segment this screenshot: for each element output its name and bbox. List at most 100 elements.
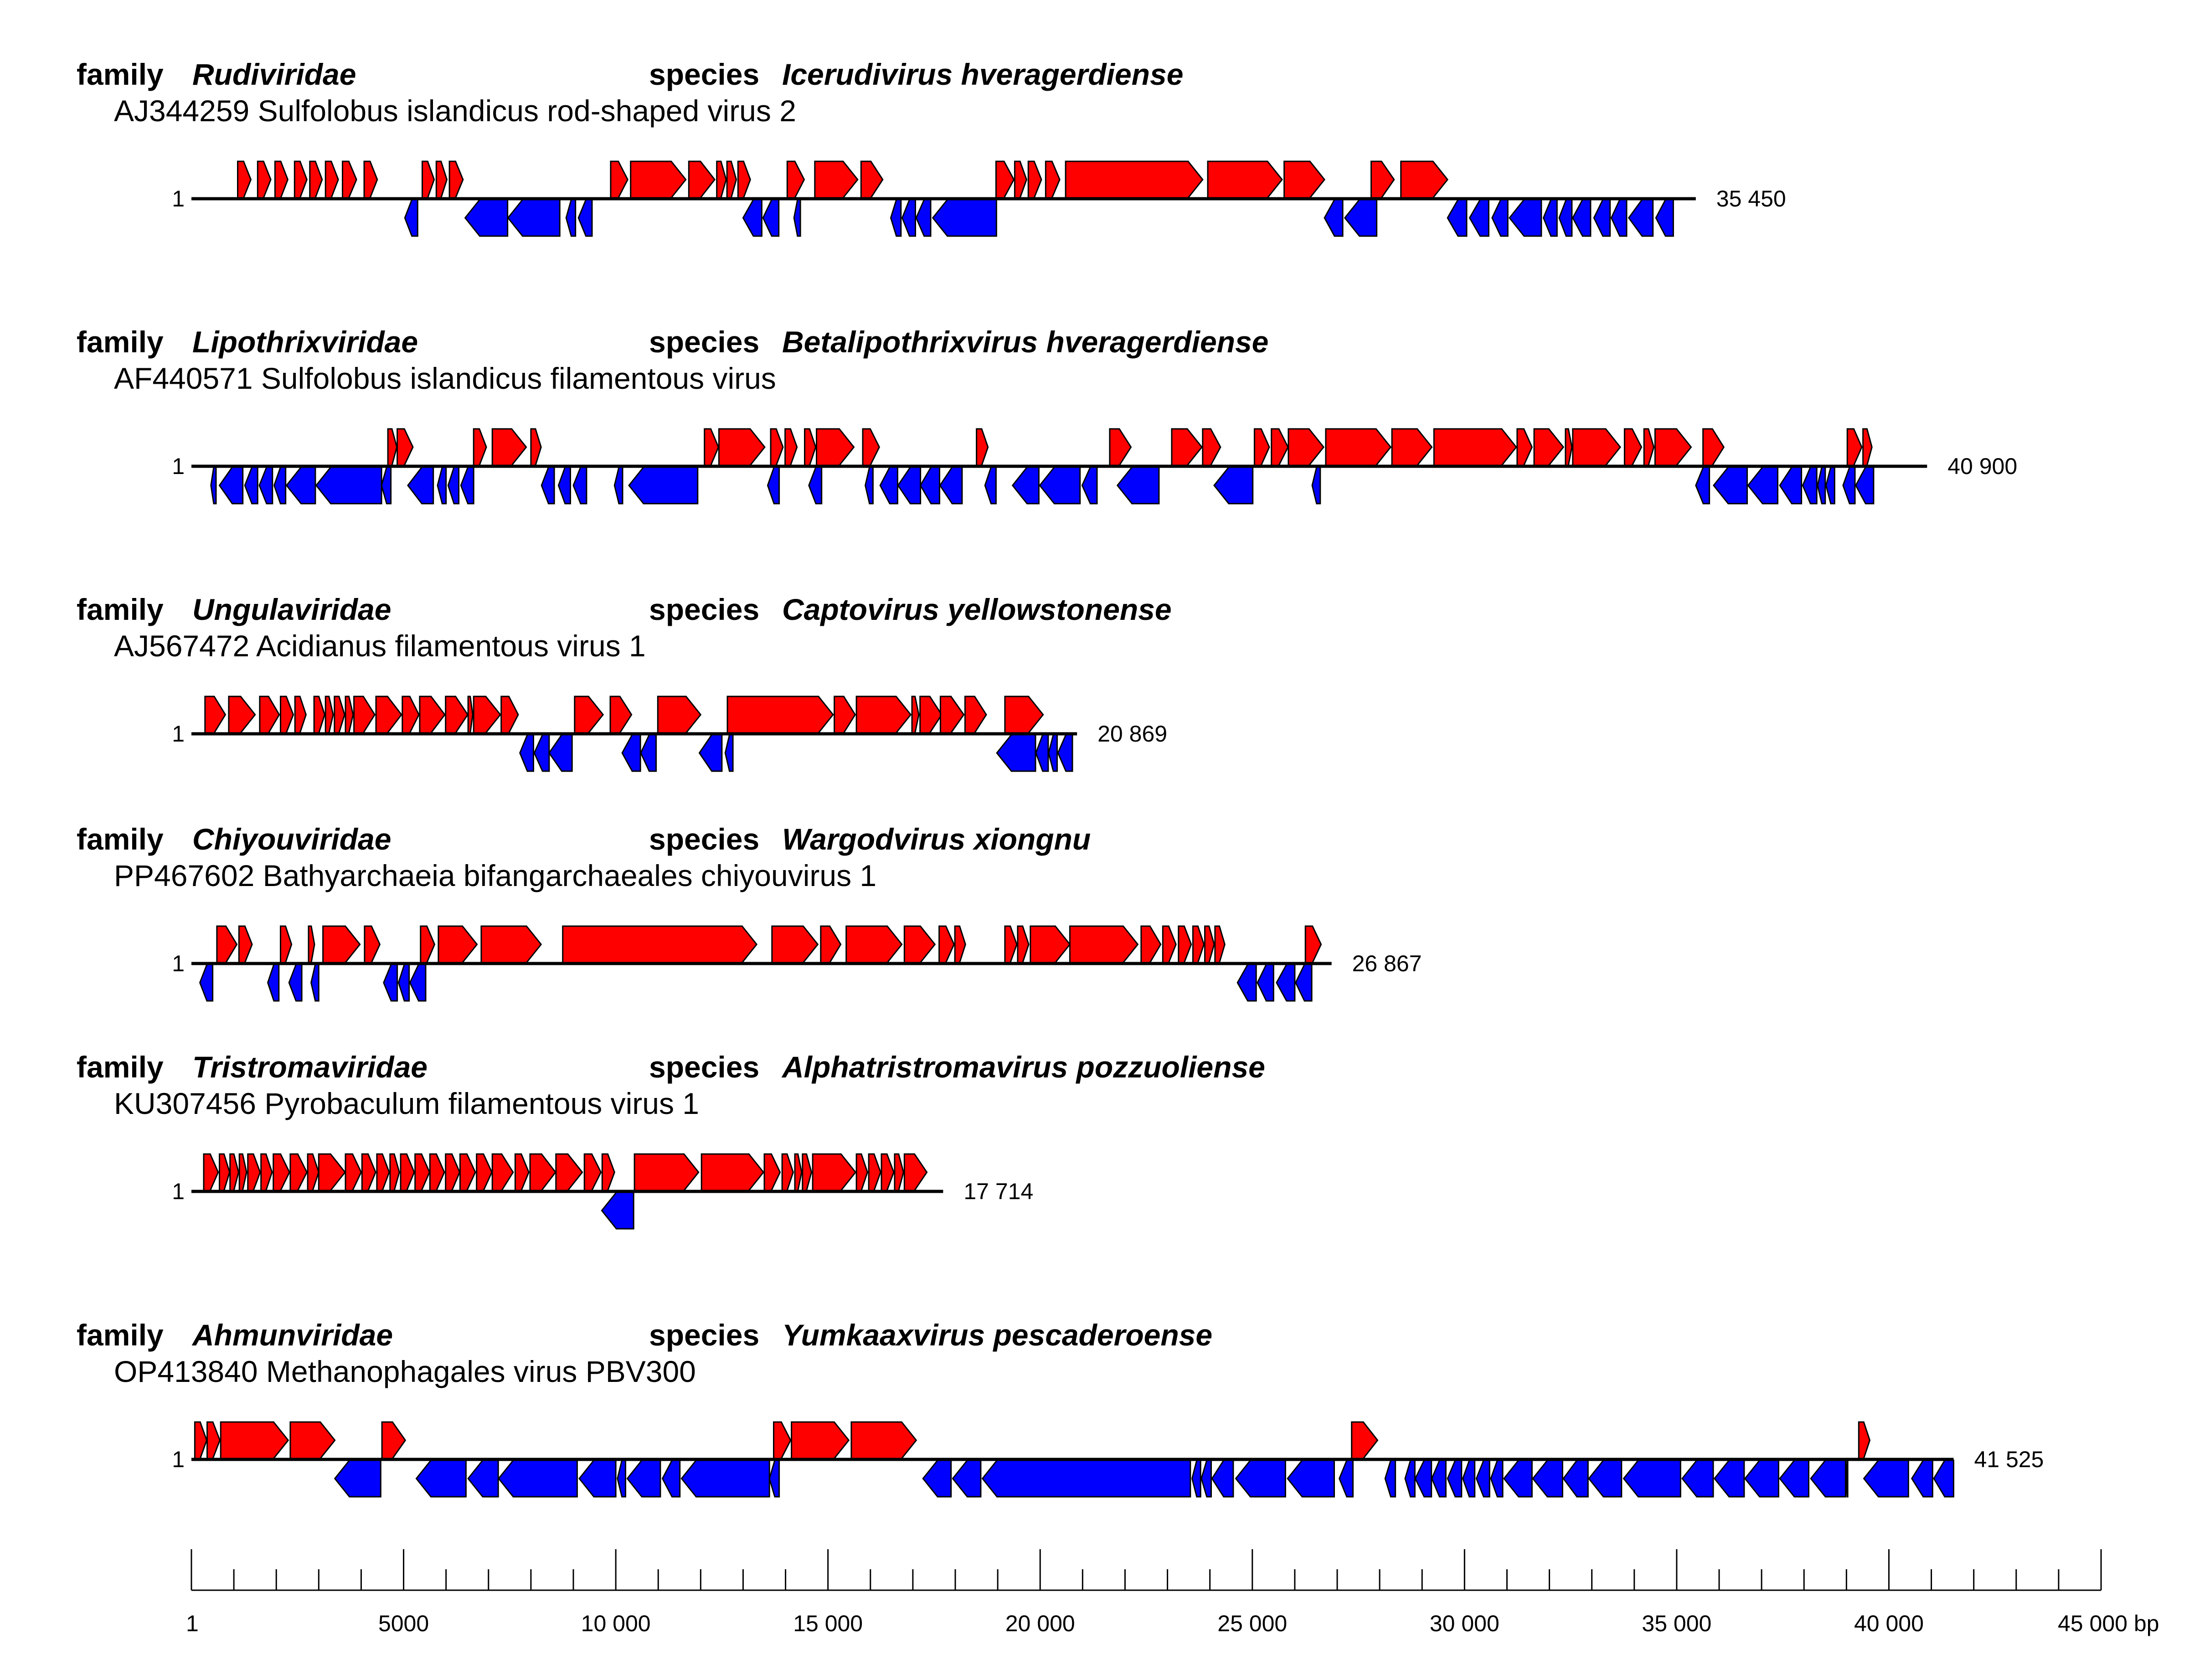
gene-reverse	[1933, 1459, 1954, 1498]
gene-reverse	[1311, 466, 1321, 505]
gene-forward	[322, 925, 361, 964]
gene-forward	[688, 160, 716, 199]
gene-forward	[363, 160, 378, 199]
genome-length-label: 17 714	[963, 1179, 1033, 1204]
gene-forward	[402, 696, 420, 734]
gene-reverse	[1845, 1459, 1849, 1498]
gene-reverse	[1713, 1459, 1745, 1498]
gene-forward	[1533, 428, 1565, 466]
gene-reverse	[932, 199, 997, 237]
gene-forward	[911, 696, 920, 734]
gene-forward	[562, 925, 758, 964]
species-name: Yumkaaxvirus pescaderoense	[782, 1318, 1212, 1352]
gene-reverse	[762, 199, 780, 237]
family-name: Lipothrixviridae	[192, 325, 418, 359]
gene-forward	[325, 696, 334, 734]
gene-reverse	[1558, 199, 1573, 237]
gene-forward	[381, 1421, 407, 1459]
gene-forward	[1030, 925, 1071, 964]
gene-reverse	[1116, 466, 1160, 505]
gene-forward	[375, 696, 402, 734]
family-heading: family Rudiviridae	[77, 57, 356, 91]
gene-reverse	[407, 466, 434, 505]
gene-forward	[194, 1421, 208, 1459]
gene-forward	[939, 696, 965, 734]
gene-reverse	[628, 466, 699, 505]
gene-forward	[938, 925, 955, 964]
gene-forward	[1202, 428, 1221, 466]
gene-reverse	[1081, 466, 1098, 505]
gene-reverse	[952, 1459, 982, 1498]
scale-tick-label: 1	[186, 1611, 199, 1636]
species-heading: species Betalipothrixvirus hveragerdiense	[649, 325, 1268, 359]
gene-forward	[609, 696, 633, 734]
gene-forward	[791, 1421, 850, 1459]
gene-reverse	[397, 964, 410, 1002]
species-label: species	[649, 1050, 759, 1084]
gene-reverse	[218, 466, 244, 505]
gene-reverse	[1276, 964, 1296, 1002]
gene-forward	[657, 696, 702, 734]
gene-reverse	[273, 466, 287, 505]
gene-forward	[903, 1153, 928, 1191]
gene-forward	[529, 1153, 556, 1191]
gene-forward	[238, 925, 253, 964]
gene-reverse	[1855, 466, 1875, 505]
gene-forward	[206, 1421, 221, 1459]
gene-forward	[716, 160, 727, 199]
gene-reverse	[1324, 199, 1344, 237]
family-label: family	[77, 1050, 164, 1084]
gene-reverse	[1287, 1459, 1335, 1498]
genome-start-label: 1	[172, 1179, 185, 1204]
genome-length-label: 35 450	[1716, 186, 1786, 211]
species-name: Betalipothrixvirus hveragerdiense	[782, 325, 1268, 359]
gene-forward	[773, 1421, 792, 1459]
gene-forward	[1004, 925, 1018, 964]
gene-forward	[802, 1153, 812, 1191]
gene-reverse	[767, 466, 780, 505]
gene-reverse	[1490, 1459, 1504, 1498]
gene-forward	[459, 1153, 476, 1191]
gene-forward	[610, 160, 628, 199]
family-name: Tristromaviridae	[192, 1050, 428, 1084]
genome-start-label: 1	[172, 453, 185, 479]
gene-forward	[1162, 925, 1177, 964]
genome-row-ungulaviridae: family Ungulaviridae species Captovirus yel…	[77, 593, 1172, 772]
gene-forward	[274, 160, 289, 199]
gene-reverse	[1623, 1459, 1681, 1498]
gene-forward	[1643, 428, 1655, 466]
gene-reverse	[381, 466, 392, 505]
gene-reverse	[1295, 964, 1313, 1002]
gene-forward	[555, 1153, 583, 1191]
gene-forward	[855, 1153, 868, 1191]
gene-forward	[976, 428, 989, 466]
species-label: species	[649, 325, 759, 359]
scale-tick-label: 15 000	[793, 1611, 863, 1636]
gene-forward	[438, 925, 478, 964]
gene-reverse	[1593, 199, 1611, 237]
gene-reverse	[1213, 466, 1254, 505]
gene-forward	[845, 925, 903, 964]
species-name: Icerudivirus hveragerdiense	[782, 57, 1183, 91]
gene-forward	[1862, 428, 1873, 466]
gene-forward	[881, 1153, 895, 1191]
gene-forward	[834, 696, 856, 734]
species-heading: species Captovirus yellowstonense	[649, 593, 1172, 626]
species-label: species	[649, 57, 759, 91]
gene-forward	[1572, 428, 1622, 466]
family-heading: family Ungulaviridae	[77, 593, 391, 626]
gene-reverse	[1610, 199, 1628, 237]
gene-reverse	[1681, 1459, 1714, 1498]
gene-forward	[325, 160, 339, 199]
gene-reverse	[1191, 1459, 1201, 1498]
gene-forward	[601, 1153, 615, 1191]
gene-reverse	[1200, 1459, 1212, 1498]
gene-forward	[345, 696, 354, 734]
gene-forward	[480, 925, 542, 964]
genome-length-label: 26 867	[1352, 951, 1422, 976]
gene-reverse	[1404, 1459, 1416, 1498]
gene-reverse	[1235, 1459, 1286, 1498]
gene-forward	[238, 1153, 247, 1191]
gene-forward	[894, 1153, 904, 1191]
gene-forward	[280, 696, 294, 734]
